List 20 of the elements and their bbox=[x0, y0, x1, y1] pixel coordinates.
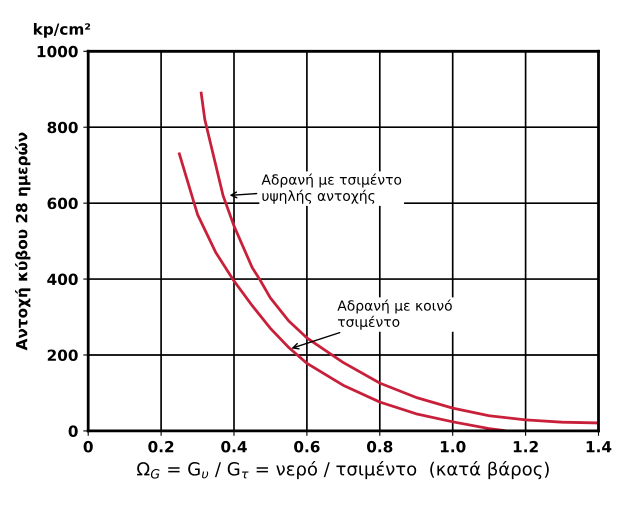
x-tick-label: 1.4 bbox=[586, 441, 612, 452]
line-series bbox=[200, 92, 598, 424]
x-tick-label: 1.2 bbox=[514, 440, 538, 452]
text: kp/cm² bbox=[34, 23, 90, 38]
y-tick-label: 400 bbox=[47, 274, 78, 286]
y-tick-label: 800 bbox=[48, 122, 78, 134]
y-tick-label: 600 bbox=[48, 198, 78, 210]
x-tick-label: 0.8 bbox=[367, 440, 392, 452]
x-tick-label: 0.6 bbox=[294, 440, 320, 452]
x-tick-label: 1.0 bbox=[440, 440, 466, 452]
y-tick-label: 1000 bbox=[38, 46, 78, 58]
y-axis-title: Αντοχή κύβου 28 ημερών bbox=[14, 132, 30, 350]
x-axis-title: Ω$_{G}$ = G$_{υ}$ / G$_{τ}$ = νερό / τσιμέντο (κατά βάρος) bbox=[137, 460, 549, 480]
y-tick-label: 200 bbox=[48, 349, 78, 362]
annotation: Αδρανή με κοινό τσιμέντο bbox=[337, 299, 452, 330]
y-tick-label: 0 bbox=[68, 425, 78, 437]
x-tick-label: 0 bbox=[84, 440, 93, 452]
annotation: Αδρανή με τσιμέντο υψηλής αντοχής bbox=[262, 173, 402, 204]
x-tick-label: 0.4 bbox=[221, 440, 247, 452]
x-tick-label: 0.2 bbox=[148, 440, 174, 452]
